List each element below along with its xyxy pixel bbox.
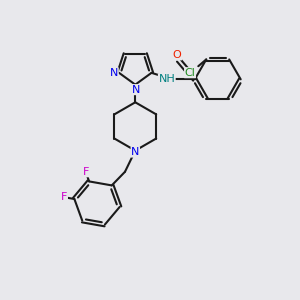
Text: N: N xyxy=(131,147,140,157)
Text: O: O xyxy=(173,50,182,60)
Text: F: F xyxy=(61,192,68,202)
Text: N: N xyxy=(110,68,118,78)
Text: N: N xyxy=(132,85,140,94)
Text: Cl: Cl xyxy=(184,68,196,78)
Text: NH: NH xyxy=(158,74,175,84)
Text: F: F xyxy=(82,167,89,177)
